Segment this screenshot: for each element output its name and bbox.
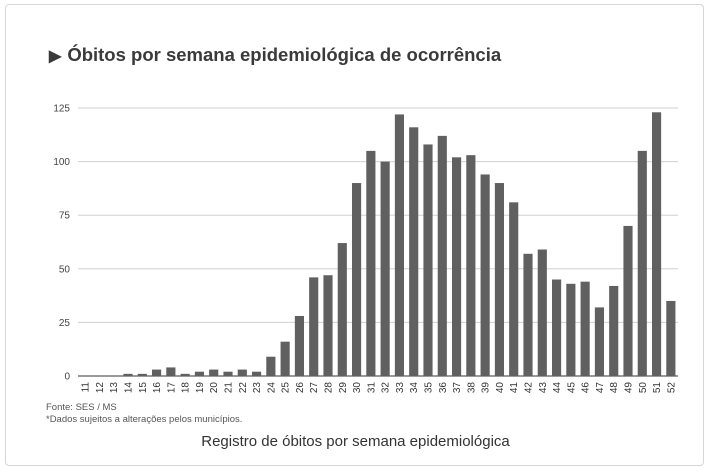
x-tick-label: 29	[338, 382, 349, 394]
x-tick-label: 13	[109, 382, 120, 394]
y-tick-label: 0	[64, 372, 70, 383]
bar-week-42	[523, 253, 533, 376]
x-tick-label: 52	[666, 382, 677, 394]
chart-title-text: Óbitos por semana epidemiológica de ocor…	[67, 44, 502, 65]
bar-week-24	[266, 356, 276, 376]
bar-week-30	[352, 183, 362, 376]
bar-week-27	[309, 277, 319, 376]
y-tick-label: 50	[59, 264, 71, 275]
bar-week-22	[237, 369, 247, 376]
bar-week-36	[437, 135, 447, 376]
x-tick-label: 45	[566, 382, 577, 394]
bar-week-49	[623, 225, 633, 376]
bar-week-34	[409, 127, 419, 377]
x-tick-label: 28	[324, 382, 335, 394]
bar-week-29	[337, 243, 347, 376]
bar-week-16	[152, 369, 162, 376]
source-note: Fonte: SES / MS	[46, 402, 117, 413]
x-tick-label: 39	[481, 382, 492, 394]
bar-week-35	[423, 144, 433, 376]
bar-week-18	[180, 373, 190, 376]
bar-week-50	[637, 150, 647, 376]
x-tick-label: 21	[224, 382, 235, 394]
bar-week-14	[123, 373, 133, 376]
x-tick-label: 35	[424, 382, 435, 394]
x-tick-label: 42	[524, 382, 535, 394]
x-tick-label: 22	[238, 382, 249, 394]
x-tick-label: 33	[395, 382, 406, 394]
bar-week-31	[366, 150, 376, 376]
bar-week-23	[252, 371, 262, 376]
play-triangle-icon: ▶	[49, 48, 62, 65]
y-tick-label: 125	[53, 104, 70, 115]
x-tick-label: 25	[281, 382, 292, 394]
x-tick-label: 34	[409, 382, 420, 394]
bar-week-48	[609, 285, 619, 376]
y-tick-label: 100	[53, 157, 70, 168]
bar-week-32	[380, 161, 390, 376]
x-tick-label: 12	[95, 382, 106, 394]
x-tick-label: 24	[266, 382, 277, 394]
x-tick-label: 31	[366, 382, 377, 394]
x-tick-label: 50	[638, 382, 649, 394]
bar-week-39	[480, 174, 490, 376]
x-tick-label: 16	[152, 382, 163, 394]
bar-week-28	[323, 275, 333, 376]
bar-week-25	[280, 341, 290, 376]
x-tick-label: 41	[509, 382, 520, 394]
x-tick-label: 48	[609, 382, 620, 394]
bar-week-20	[209, 369, 219, 376]
bar-week-15	[137, 373, 147, 376]
x-tick-label: 20	[209, 382, 220, 394]
disclaimer-note: *Dados sujeitos a alterações pelos munic…	[46, 414, 243, 425]
x-tick-label: 47	[595, 382, 606, 394]
bar-week-17	[166, 367, 176, 376]
x-tick-label: 46	[581, 382, 592, 394]
x-tick-label: 40	[495, 382, 506, 394]
bar-week-46	[580, 281, 590, 376]
bar-week-43	[537, 249, 547, 376]
figure-caption: Registro de óbitos por semana epidemioló…	[201, 433, 510, 450]
x-tick-label: 38	[466, 382, 477, 394]
x-tick-label: 44	[552, 382, 563, 394]
bar-week-45	[566, 283, 576, 376]
x-tick-label: 37	[452, 382, 463, 394]
x-tick-label: 19	[195, 382, 206, 394]
bar-week-19	[194, 371, 204, 376]
bar-week-21	[223, 371, 233, 376]
x-tick-label: 14	[124, 382, 135, 394]
bar-week-47	[594, 307, 604, 376]
y-tick-label: 75	[59, 211, 71, 222]
x-tick-label: 49	[624, 382, 635, 394]
x-tick-label: 26	[295, 382, 306, 394]
bar-week-26	[294, 315, 304, 376]
bar-week-51	[652, 112, 662, 377]
x-tick-label: 30	[352, 382, 363, 394]
x-tick-label: 11	[81, 382, 92, 393]
x-tick-label: 18	[181, 382, 192, 394]
chart-title: ▶ Óbitos por semana epidemiológica de oco…	[49, 44, 501, 66]
x-tick-label: 15	[138, 382, 149, 394]
x-tick-label: 43	[538, 382, 549, 394]
bar-week-37	[452, 157, 462, 376]
x-tick-label: 27	[309, 382, 320, 394]
x-tick-label: 32	[381, 382, 392, 394]
bar-week-33	[394, 114, 404, 376]
bar-week-38	[466, 155, 476, 376]
x-tick-label: 51	[652, 382, 663, 394]
bar-week-40	[494, 183, 504, 376]
x-tick-label: 17	[166, 382, 177, 394]
bar-week-52	[666, 300, 676, 376]
bar-week-44	[552, 279, 562, 376]
bar-week-41	[509, 202, 519, 376]
x-tick-label: 23	[252, 382, 263, 394]
x-tick-label: 36	[438, 382, 449, 394]
y-tick-label: 25	[59, 318, 71, 329]
